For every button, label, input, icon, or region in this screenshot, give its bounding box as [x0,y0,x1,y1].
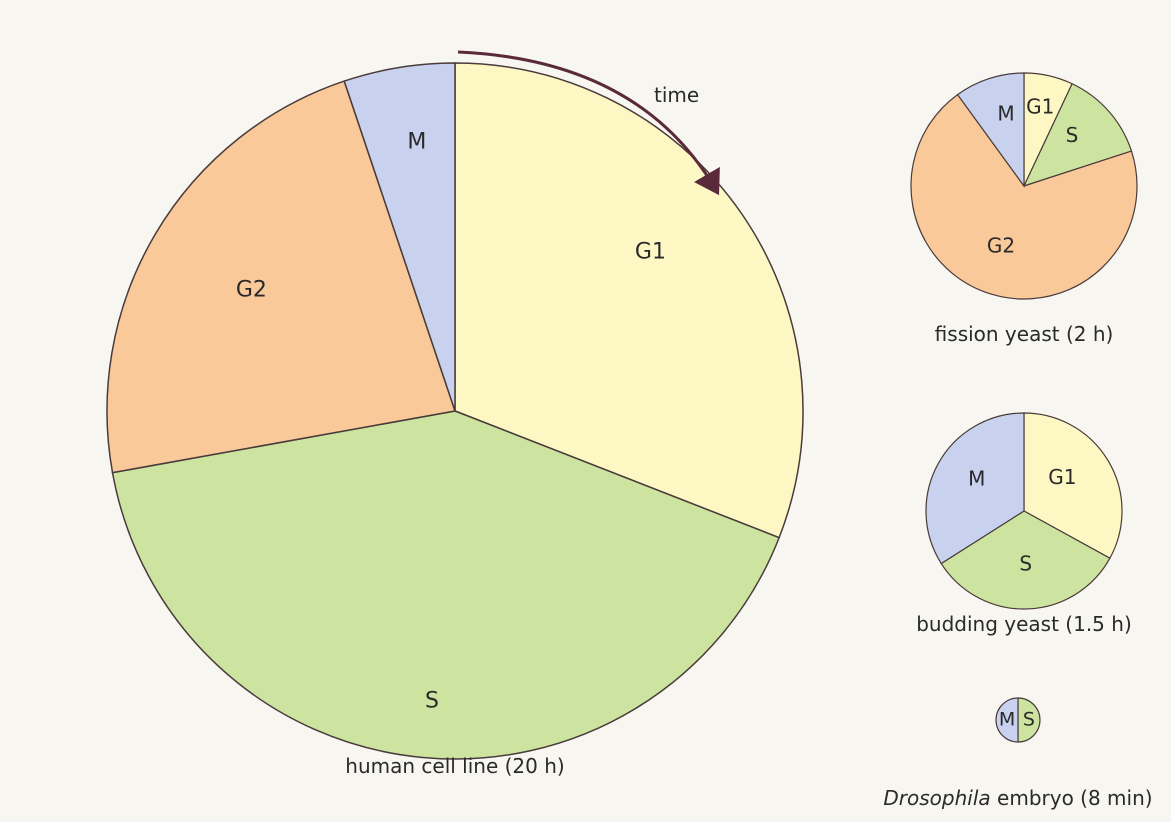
time-arrow-path [457,50,720,196]
pie-slice-g1 [1023,412,1123,560]
caption-drosophila-embryo: Drosophila embryo (8 min) [883,786,1152,810]
time-arrow-label: time [654,83,699,107]
pie-slice-s [940,510,1111,610]
slice-label-s: S [1023,709,1035,731]
slice-label-g2: G2 [236,277,267,302]
pie-slice-m [995,697,1019,743]
caption-drosophila-italic: Drosophila [883,786,990,810]
pie-slice-m [956,72,1025,188]
drosophila-embryo-pie: SM [995,697,1041,743]
pie-slice-m [925,412,1025,565]
caption-fission-yeast: fission yeast (2 h) [935,322,1114,346]
budding-yeast-pie: G1 S M [925,412,1123,610]
slice-label-g2: G2 [987,233,1015,257]
slice-label-s: S [425,689,439,714]
pie-slice-s [1022,82,1133,187]
slice-label-s: S [1019,551,1032,575]
slice-label-g1: G1 [1048,465,1076,489]
human-cell-line-pie: G1 S G2 M [106,62,804,760]
time-arrow: time [457,50,720,196]
pie-slice-m [343,62,456,412]
fission-yeast-pie: G1 S G2 M [910,72,1138,300]
slice-label-m: M [997,102,1014,126]
pie-slice-g2 [910,93,1138,300]
slice-label-m: M [999,709,1015,731]
pie-slice-s [111,410,781,760]
caption-budding-yeast: budding yeast (1.5 h) [916,612,1132,636]
slice-label-g1: G1 [1026,95,1054,119]
pie-slice-s [1017,697,1041,743]
slice-label-g1: G1 [635,240,666,265]
slice-label-m: M [407,129,426,154]
caption-human-cell-line: human cell line (20 h) [345,754,564,778]
caption-drosophila-rest: embryo (8 min) [991,786,1153,810]
slice-label-m: M [968,467,985,491]
pie-slice-g2 [106,80,456,474]
slice-label-s: S [1066,123,1079,147]
